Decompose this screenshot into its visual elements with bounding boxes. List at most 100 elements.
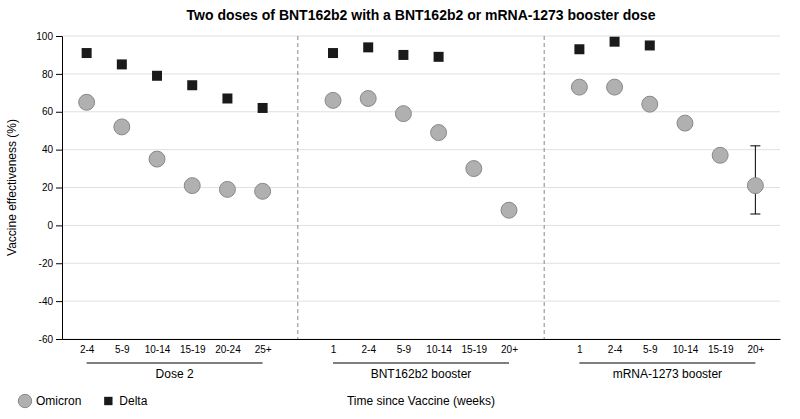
point [574,44,584,54]
point [610,37,620,47]
series [79,79,764,218]
title: Two doses of BNT162b2 with a BNT162b2 or… [187,7,656,23]
x-tick: 2-4 [80,344,95,355]
legend-symbol [104,397,112,405]
x-tick-label: 15-19 [180,344,206,355]
y-tick-label: 80 [42,69,54,80]
point [360,91,376,107]
point [642,96,658,112]
x-tick: 5-9 [643,344,658,355]
x-tick-label: 2-4 [361,344,376,355]
y-tick: 40 [42,144,62,155]
group-bracket [579,363,755,364]
y-tick-mark [56,225,62,226]
y-tick-mark [56,301,62,302]
error-bar-cap [750,145,760,146]
point [187,80,197,90]
point [712,147,728,163]
grid [62,36,780,339]
point [114,119,130,135]
point [645,40,655,50]
grid-line [62,263,780,264]
legend-symbol [18,394,31,407]
point [431,125,447,141]
x-tick: 1 [577,344,583,355]
group-bracket [87,363,263,364]
error-bar-cap [750,214,760,215]
x-tick: 10-14 [426,344,452,355]
chart: -60-40-200204060801002-45-910-1415-1920-… [0,0,800,419]
group-label: BNT162b2 booster [371,367,472,381]
grid-line [62,111,780,112]
x-tick-label: 20-24 [215,344,241,355]
legend-label: Omicron [36,394,81,408]
x-axis-title: Time since Vaccine (weeks) [347,394,495,408]
point [395,106,411,122]
marks [79,37,764,219]
y-tick-label: 0 [47,220,53,231]
x-tick-label: 25+ [255,344,272,355]
y-tick-mark [56,74,62,75]
grid-line [62,187,780,188]
y-tick: 20 [42,182,62,193]
point [152,71,162,81]
y-tick: 60 [42,106,62,117]
point [184,178,200,194]
point [501,202,517,218]
x-tick: 15-19 [180,344,206,355]
x-tick: 1 [331,344,337,355]
x-tick-label: 10-14 [673,344,699,355]
x-tick: 20+ [747,344,764,355]
point [117,59,127,69]
grid-line [62,149,780,150]
x-tick-label: 15-19 [708,344,734,355]
group-bracket [333,363,509,364]
y-tick-mark [56,339,62,340]
point [258,103,268,113]
group-label: Dose 2 [156,367,194,381]
point [571,79,587,95]
point [466,161,482,177]
dividers [298,36,544,339]
point [328,48,338,58]
grid-line [62,36,780,37]
point [222,93,232,103]
point [747,178,763,194]
point [363,42,373,52]
x-tick: 10-14 [673,344,699,355]
x-axis-line [63,339,781,340]
point [677,115,693,131]
grid-line [62,301,780,302]
y-axis-line [56,37,63,340]
y-tick-mark [56,112,62,113]
series [82,37,655,113]
group-divider [544,36,545,339]
y-tick: 100 [36,31,62,42]
y-tick-label: -40 [39,296,54,307]
x-axis: 2-4 5-9 10-14 15-19 20-24 25+ 1 2-4 5-9 10-14 15-1… [63,340,781,356]
x-tick: 2-4 [361,344,376,355]
grid-line [62,339,780,340]
point [82,48,92,58]
x-tick-label: 5-9 [115,344,130,355]
y-axis: -60-40-20020406080100 [36,31,62,345]
x-tick-label: 1 [577,344,583,355]
group-divider [297,36,298,339]
x-tick-label: 1 [331,344,337,355]
point [79,94,95,110]
x-tick: 15-19 [462,344,488,355]
y-tick-label: 100 [36,31,53,42]
y-tick-mark [56,263,62,264]
x-tick: 5-9 [115,344,130,355]
x-tick: 5-9 [397,344,412,355]
x-tick: 20-24 [215,344,241,355]
x-tick-label: 2-4 [608,344,623,355]
x-tick-label: 20+ [747,344,764,355]
group-label: mRNA-1273 booster [613,367,722,381]
x-tick-label: 5-9 [397,344,412,355]
x-tick: 2-4 [608,344,623,355]
x-tick-label: 10-14 [426,344,452,355]
point [149,151,165,167]
legend-label: Delta [119,394,147,408]
point [398,50,408,60]
